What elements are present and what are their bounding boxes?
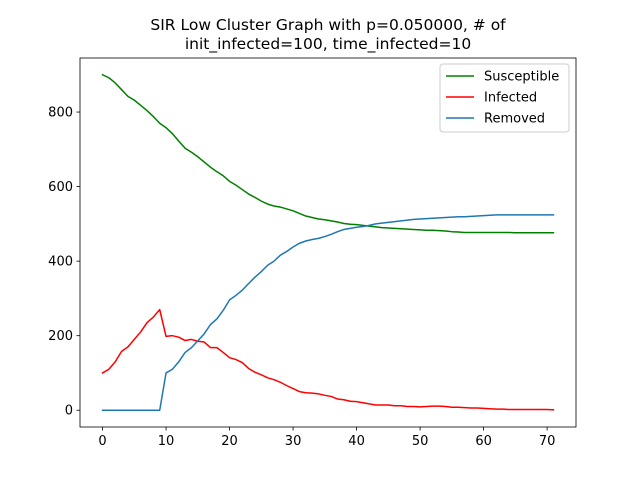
x-tick-label: 0 — [98, 434, 106, 449]
x-tick-label: 50 — [412, 434, 429, 449]
y-tick-label: 400 — [48, 255, 73, 270]
series-line-susceptible — [101, 73, 555, 234]
series-line-infected — [101, 308, 555, 411]
legend-label-removed: Removed — [484, 112, 545, 127]
axes-frame — [79, 57, 577, 428]
y-tick-label: 800 — [48, 106, 73, 121]
series-line-removed — [101, 214, 555, 411]
y-tick-label: 600 — [48, 180, 73, 195]
legend-label-susceptible: Susceptible — [484, 70, 559, 85]
axes: 0 10 20 30 40 50 60 70 0 200 400 600 800 — [48, 57, 577, 449]
y-tick-label: 200 — [48, 329, 73, 344]
plot-area — [101, 73, 555, 411]
y-tick-label: 0 — [65, 404, 73, 419]
x-tick-label: 40 — [348, 434, 365, 449]
x-tick-label: 20 — [221, 434, 238, 449]
chart-title-line-1: SIR Low Cluster Graph with p=0.050000, #… — [150, 16, 506, 34]
legend: Susceptible Infected Removed — [439, 63, 570, 133]
legend-label-infected: Infected — [484, 91, 537, 106]
x-tick-label: 10 — [158, 434, 175, 449]
x-tick-label: 30 — [285, 434, 302, 449]
x-tick-label: 60 — [475, 434, 492, 449]
chart-title-line-2: init_infected=100, time_infected=10 — [185, 35, 471, 54]
legend-box — [439, 63, 570, 133]
x-tick-label: 70 — [539, 434, 556, 449]
